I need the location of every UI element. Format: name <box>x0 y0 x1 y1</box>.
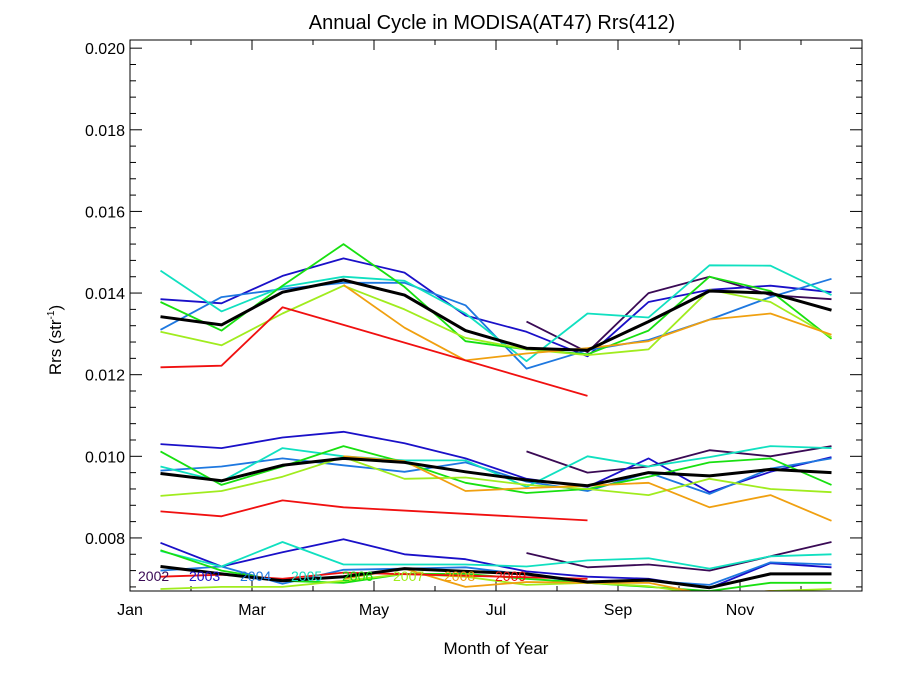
series-line-2009-group-1 <box>160 306 588 397</box>
y-tick-label: 0.010 <box>85 449 125 466</box>
y-tick-label: 0.020 <box>85 41 125 58</box>
y-axis-label-main: Rrs (str <box>46 319 65 375</box>
legend-item-2007: 2007 <box>393 568 424 584</box>
legend-item-2002: 2002 <box>138 568 169 584</box>
series-2008 <box>342 284 832 591</box>
x-tick-label: Nov <box>726 602 754 619</box>
series-line-2006-group-1 <box>160 243 833 356</box>
y-tick-label: 0.018 <box>85 123 125 140</box>
legend-item-2004: 2004 <box>240 568 271 584</box>
series-line-2005-group-1 <box>159 264 832 363</box>
series-2009 <box>160 306 588 580</box>
y-tick-label: 0.016 <box>85 204 125 221</box>
x-tick-label: Jul <box>486 602 506 619</box>
x-tick-label: Jan <box>117 602 143 619</box>
legend-item-2003: 2003 <box>189 568 220 584</box>
x-tick-label: Sep <box>604 602 633 619</box>
legend-item-2009: 2009 <box>495 568 526 584</box>
y-tick-label: 0.014 <box>85 286 125 303</box>
series-line-2009-group-3 <box>160 571 588 580</box>
legend-item-2008: 2008 <box>444 568 475 584</box>
series-2003 <box>160 257 832 589</box>
series-line-2009-group-2 <box>160 499 588 522</box>
y-tick-label: 0.008 <box>85 531 125 548</box>
x-axis-label: Month of Year <box>444 639 549 658</box>
series-line-2003-group-1 <box>160 257 832 358</box>
y-tick-label: 0.012 <box>85 368 125 385</box>
series-line-mean-group-2 <box>160 456 832 488</box>
y-axis-label: Rrs (str-1) <box>46 305 65 375</box>
series-line-2008-group-1 <box>342 284 832 362</box>
plot-frame <box>129 39 863 592</box>
series-line-2005-group-2 <box>160 445 832 488</box>
series-2005 <box>159 264 832 570</box>
series-line-mean-group-1 <box>160 278 832 352</box>
legend-item-2006: 2006 <box>342 568 373 584</box>
series-line-2002-group-2 <box>526 445 832 474</box>
series-line-2002-group-3 <box>526 541 832 572</box>
series-line-2005-group-3 <box>160 541 832 570</box>
x-tick-label: May <box>359 602 389 619</box>
series-line-2006-group-2 <box>160 445 832 494</box>
series-line-2007-group-2 <box>160 456 832 497</box>
legend: 2002 2003 2004 2005 2006 2007 2008 2009 <box>138 568 526 584</box>
x-tick-label: Mar <box>238 602 266 619</box>
legend-item-2005: 2005 <box>291 568 322 584</box>
series-lines <box>159 243 833 591</box>
chart-title: Annual Cycle in MODISA(AT47) Rrs(412) <box>309 12 675 34</box>
axes: 0.008 0.010 0.012 0.014 0.016 0.018 0.020 Jan Ma… <box>85 40 862 619</box>
y-axis-label-close: ) <box>46 305 65 311</box>
y-axis-label-superscript: -1 <box>46 310 57 319</box>
series-line-mean-group-3 <box>160 565 832 590</box>
series-line-2004-group-2 <box>160 457 832 495</box>
series-line-2007-group-3 <box>160 573 832 591</box>
series-mean <box>160 278 832 590</box>
